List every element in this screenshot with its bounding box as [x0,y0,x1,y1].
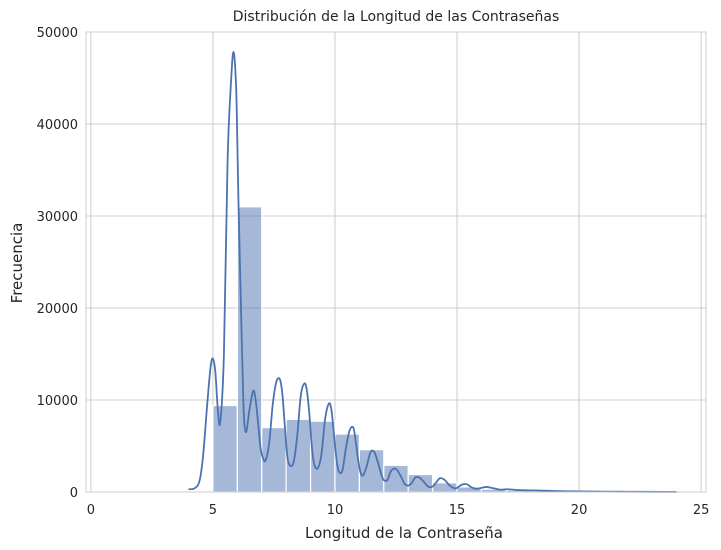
x-tick-label: 15 [449,503,466,518]
y-tick-label: 20000 [37,302,78,317]
x-tick-label: 0 [87,503,95,518]
x-axis-label: Longitud de la Contraseña [305,524,503,542]
x-tick-label: 10 [327,503,344,518]
y-tick-label: 50000 [37,26,78,41]
kde-curve [188,51,677,493]
plot-frame [85,31,707,493]
x-tick-labels: 0 5 10 15 20 25 [87,503,710,518]
kde-curve-group [188,51,677,493]
histogram-bar [212,404,238,493]
histogram-bars [212,206,678,493]
y-tick-label: 40000 [37,118,78,133]
y-tick-label: 10000 [37,394,78,409]
y-axis-label: Frecuencia [8,223,26,304]
x-tick-label: 5 [209,503,217,518]
grid [86,31,706,493]
y-tick-labels: 0 10000 20000 30000 40000 50000 [37,26,78,501]
x-tick-label: 20 [571,503,588,518]
histogram-bar [309,420,336,493]
y-tick-label: 0 [70,486,78,501]
x-tick-label: 25 [693,503,710,518]
y-tick-label: 30000 [37,210,78,225]
histogram-bar [236,206,263,493]
chart-title: Distribución de la Longitud de las Contr… [233,9,560,25]
